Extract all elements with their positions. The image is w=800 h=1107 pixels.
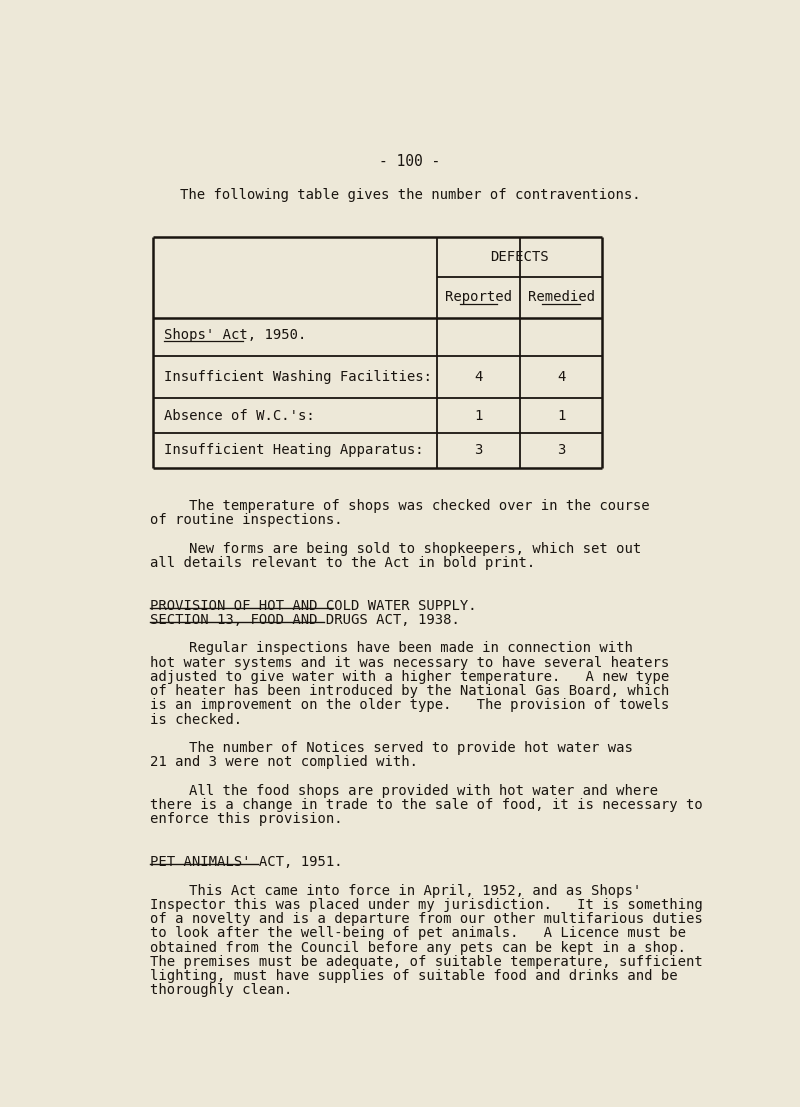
Text: 3: 3 [474, 444, 482, 457]
Text: obtained from the Council before any pets can be kept in a shop.: obtained from the Council before any pet… [150, 941, 686, 954]
Text: hot water systems and it was necessary to have several heaters: hot water systems and it was necessary t… [150, 655, 670, 670]
Text: enforce this provision.: enforce this provision. [150, 813, 343, 826]
Text: DEFECTS: DEFECTS [490, 250, 549, 263]
Text: - 100 -: - 100 - [379, 154, 441, 169]
Text: to look after the well-being of pet animals.   A Licence must be: to look after the well-being of pet anim… [150, 927, 686, 940]
Text: Absence of W.C.'s:: Absence of W.C.'s: [163, 408, 314, 423]
Text: Insufficient Washing Facilities:: Insufficient Washing Facilities: [163, 371, 431, 384]
Text: 1: 1 [474, 408, 482, 423]
Text: of heater has been introduced by the National Gas Board, which: of heater has been introduced by the Nat… [150, 684, 670, 699]
Text: New forms are being sold to shopkeepers, which set out: New forms are being sold to shopkeepers,… [189, 541, 642, 556]
Text: Shops' Act, 1950.: Shops' Act, 1950. [163, 328, 306, 342]
Text: Insufficient Heating Apparatus:: Insufficient Heating Apparatus: [163, 444, 423, 457]
Text: 21 and 3 were not complied with.: 21 and 3 were not complied with. [150, 755, 418, 769]
Text: The number of Notices served to provide hot water was: The number of Notices served to provide … [189, 742, 633, 755]
Text: Reported: Reported [445, 290, 512, 304]
Text: PROVISION OF HOT AND COLD WATER SUPPLY.: PROVISION OF HOT AND COLD WATER SUPPLY. [150, 599, 477, 612]
Text: is checked.: is checked. [150, 713, 242, 726]
Text: SECTION 13, FOOD AND DRUGS ACT, 1938.: SECTION 13, FOOD AND DRUGS ACT, 1938. [150, 613, 460, 627]
Text: of routine inspections.: of routine inspections. [150, 514, 343, 527]
Text: Inspector this was placed under my jurisdiction.   It is something: Inspector this was placed under my juris… [150, 898, 703, 912]
Text: adjusted to give water with a higher temperature.   A new type: adjusted to give water with a higher tem… [150, 670, 670, 684]
Text: 1: 1 [557, 408, 566, 423]
Text: 3: 3 [557, 444, 566, 457]
Text: The premises must be adequate, of suitable temperature, sufficient: The premises must be adequate, of suitab… [150, 955, 703, 969]
Text: The following table gives the number of contraventions.: The following table gives the number of … [180, 188, 640, 203]
Text: PET ANIMALS' ACT, 1951.: PET ANIMALS' ACT, 1951. [150, 855, 343, 869]
Text: there is a change in trade to the sale of food, it is necessary to: there is a change in trade to the sale o… [150, 798, 703, 813]
Text: 4: 4 [474, 371, 482, 384]
Text: thoroughly clean.: thoroughly clean. [150, 983, 293, 997]
Text: all details relevant to the Act in bold print.: all details relevant to the Act in bold … [150, 556, 536, 570]
Text: is an improvement on the older type.   The provision of towels: is an improvement on the older type. The… [150, 699, 670, 713]
Text: Remedied: Remedied [528, 290, 594, 304]
Text: lighting, must have supplies of suitable food and drinks and be: lighting, must have supplies of suitable… [150, 969, 678, 983]
Text: 4: 4 [557, 371, 566, 384]
Text: The temperature of shops was checked over in the course: The temperature of shops was checked ove… [189, 499, 650, 513]
Text: Regular inspections have been made in connection with: Regular inspections have been made in co… [189, 641, 633, 655]
Text: of a novelty and is a departure from our other multifarious duties: of a novelty and is a departure from our… [150, 912, 703, 927]
Text: This Act came into force in April, 1952, and as Shops': This Act came into force in April, 1952,… [189, 883, 642, 898]
Text: All the food shops are provided with hot water and where: All the food shops are provided with hot… [189, 784, 658, 798]
